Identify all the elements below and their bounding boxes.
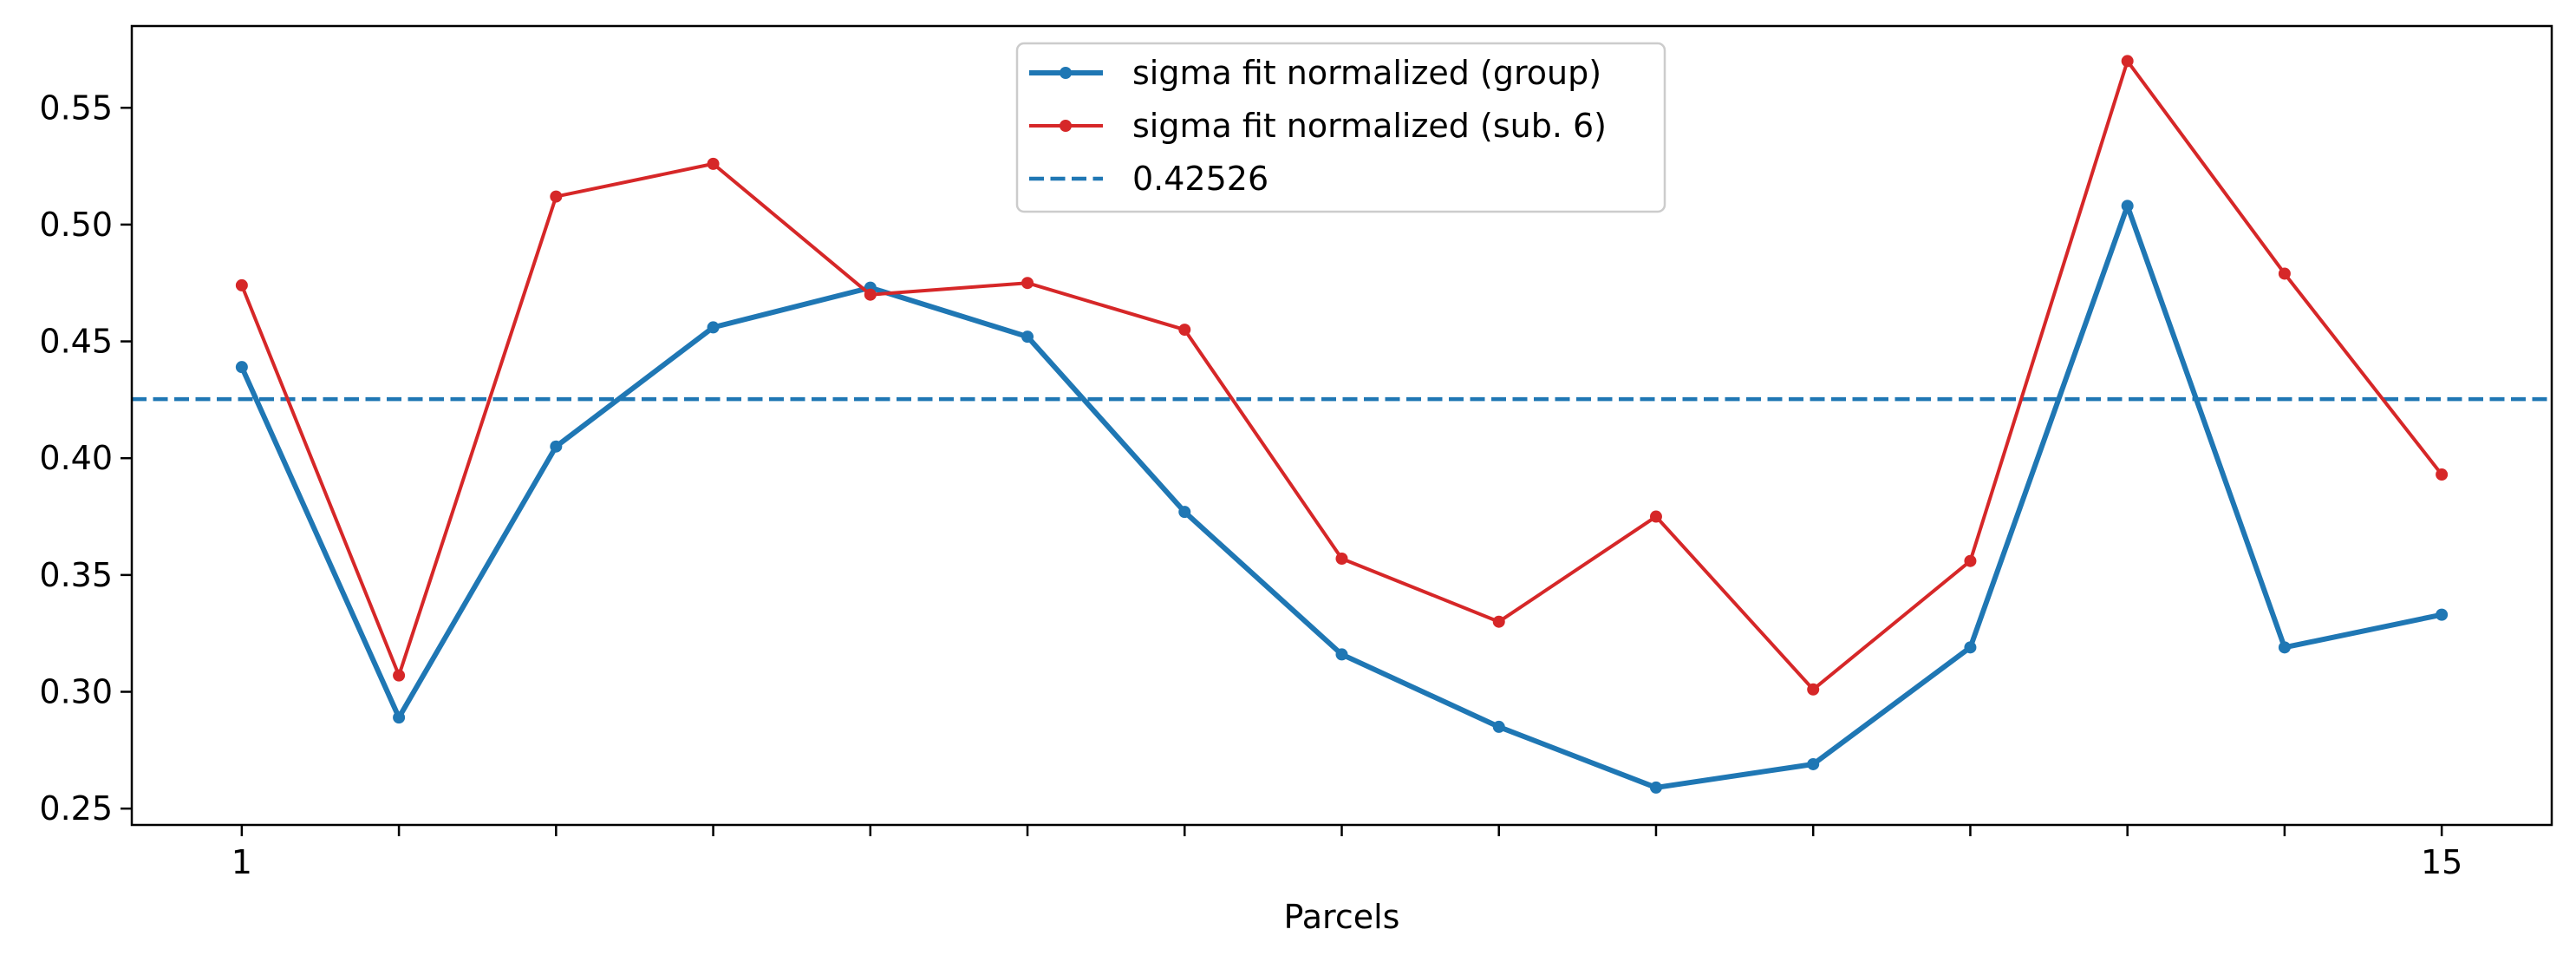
data-point	[1964, 554, 1977, 567]
legend-entry: sigma fit normalized (group)	[1029, 54, 1601, 92]
data-point	[864, 288, 877, 301]
legend-entry: sigma fit normalized (sub. 6)	[1029, 107, 1607, 145]
data-point	[393, 711, 406, 724]
data-point	[1178, 324, 1191, 337]
y-tick-label: 0.50	[39, 206, 113, 244]
data-point	[2436, 468, 2449, 481]
data-point	[1807, 757, 1820, 770]
data-point	[707, 321, 720, 334]
legend-label: sigma fit normalized (group)	[1132, 54, 1601, 92]
y-tick-label: 0.35	[39, 556, 113, 594]
data-point	[2121, 200, 2134, 213]
data-point	[235, 361, 248, 374]
data-point	[707, 157, 720, 170]
data-point	[235, 278, 248, 291]
legend-marker	[1060, 67, 1072, 79]
x-tick-label: 15	[2421, 843, 2462, 881]
data-point	[550, 190, 563, 203]
legend-label: 0.42526	[1132, 160, 1268, 198]
series-group	[235, 200, 2449, 794]
data-point	[2121, 55, 2134, 68]
data-point	[2436, 608, 2449, 621]
y-tick-label: 0.45	[39, 323, 113, 361]
x-tick-label: 1	[232, 843, 252, 881]
data-point	[393, 669, 406, 682]
y-tick-label: 0.40	[39, 439, 113, 477]
data-point	[1335, 553, 1348, 565]
legend-entry: 0.42526	[1029, 160, 1268, 198]
legend-marker	[1060, 120, 1072, 132]
y-tick-label: 0.25	[39, 789, 113, 828]
legend-label: sigma fit normalized (sub. 6)	[1132, 107, 1607, 145]
data-point	[1649, 510, 1662, 523]
y-tick-label: 0.55	[39, 88, 113, 127]
x-axis-label: Parcels	[1284, 898, 1400, 936]
data-point	[1178, 506, 1191, 519]
data-point	[2278, 641, 2291, 654]
data-point	[1492, 720, 1505, 733]
legend-box	[1015, 42, 1666, 213]
y-tick-label: 0.30	[39, 673, 113, 711]
data-point	[1335, 648, 1348, 661]
data-point	[1021, 330, 1034, 344]
data-point	[2278, 267, 2291, 280]
data-point	[1021, 277, 1034, 290]
data-point	[1964, 641, 1977, 654]
data-point	[1492, 615, 1505, 628]
legend: sigma fit normalized (group) sigma fit no…	[1015, 42, 1666, 213]
series-sub-6	[235, 55, 2449, 696]
data-point	[1807, 683, 1820, 696]
data-point	[550, 440, 563, 453]
data-point	[1649, 781, 1662, 794]
